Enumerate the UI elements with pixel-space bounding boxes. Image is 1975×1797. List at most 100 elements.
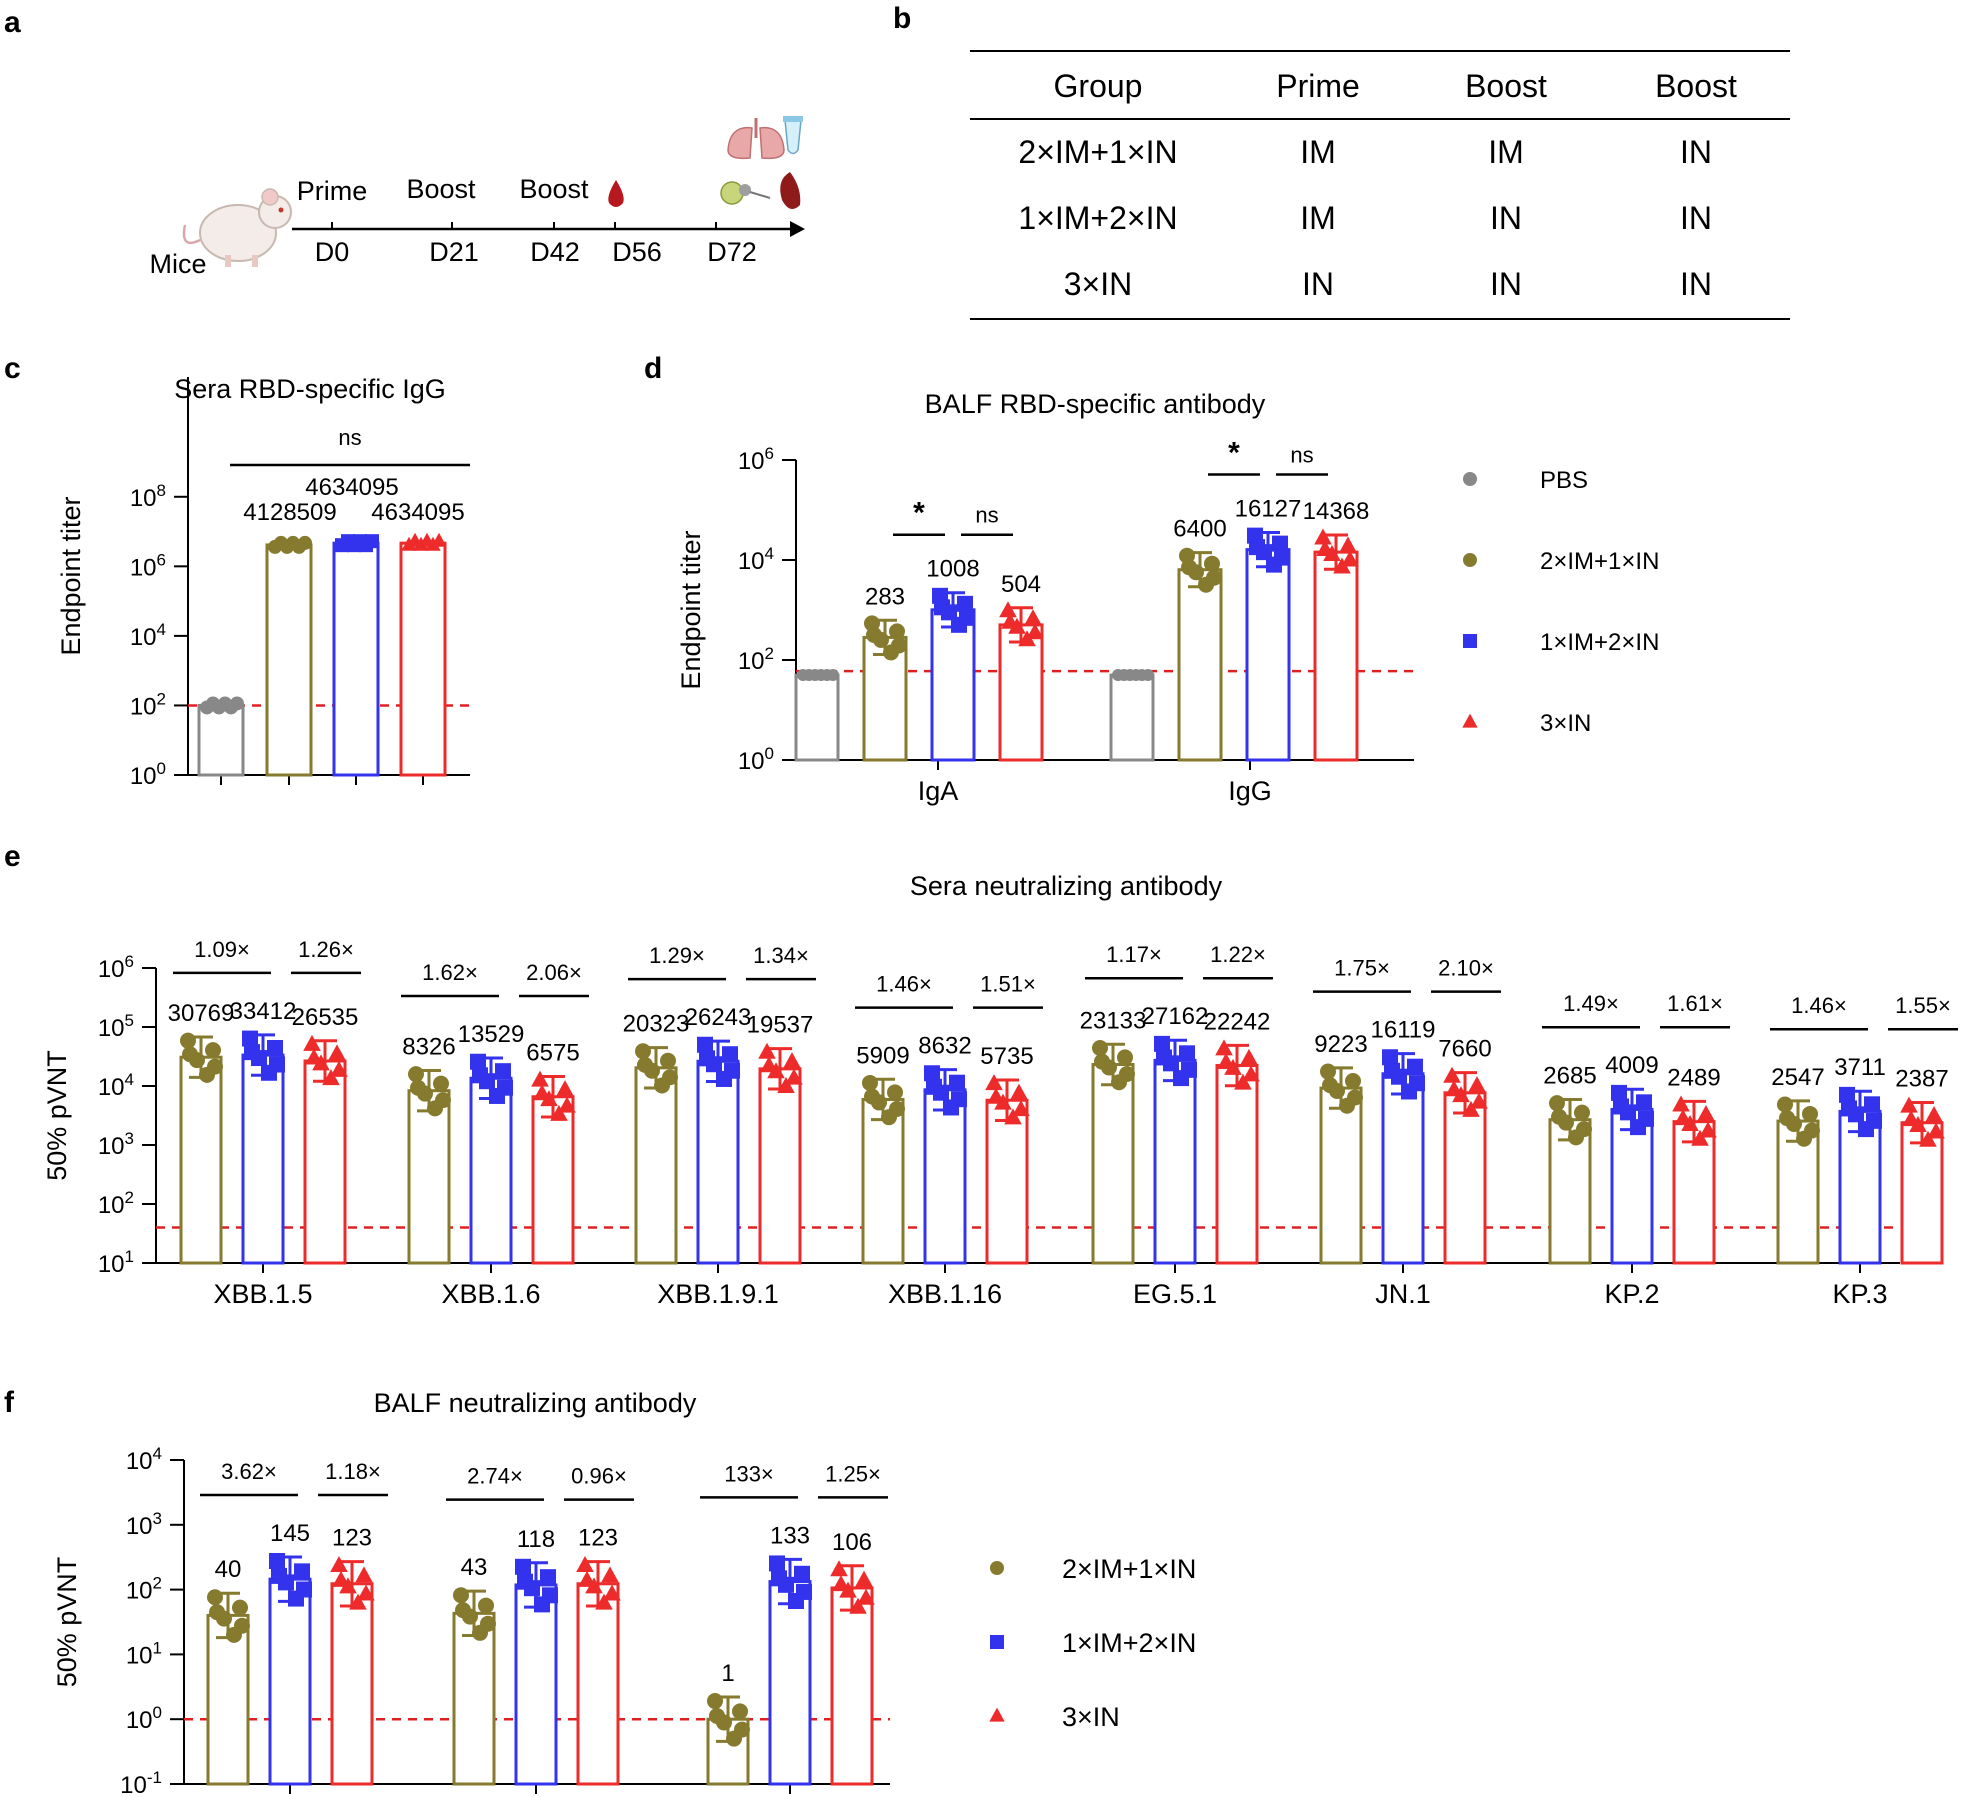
data-point [1339, 536, 1357, 553]
bar-group: 1 [706, 1660, 750, 1786]
bar [758, 1067, 802, 1265]
bar-group: 16119 [1371, 1017, 1435, 1265]
data-point [269, 1552, 285, 1569]
data-point [205, 1042, 221, 1059]
data-point [230, 696, 244, 711]
panel-letter-f: f [4, 1386, 15, 1419]
data-point [271, 1567, 287, 1584]
data-point [934, 599, 950, 616]
data-point [330, 1060, 348, 1077]
bar [332, 541, 380, 777]
y-tick-label: 102 [738, 644, 774, 675]
cell-icon [720, 181, 771, 205]
y-tick-label: 106 [98, 952, 134, 983]
data-point [1341, 550, 1359, 567]
data-point [827, 669, 839, 682]
data-point [889, 623, 905, 640]
panel-letter-c: c [4, 352, 21, 385]
fold-label: 1.22× [1210, 942, 1266, 967]
bar-group: 9223 [1314, 1031, 1368, 1265]
data-point [267, 1040, 283, 1057]
x-tick-label: XBB.1.9.1 [657, 1279, 779, 1309]
data-point [957, 595, 973, 612]
bar-group: 123 [576, 1525, 621, 1786]
data-point [1217, 1052, 1235, 1069]
bar-group: 145 [268, 1520, 312, 1786]
bar [407, 1089, 451, 1265]
data-point [849, 1597, 867, 1614]
bar-group [265, 535, 313, 777]
data-point [578, 1570, 596, 1587]
data-point [1316, 540, 1334, 557]
y-tick-label: 100 [738, 744, 774, 775]
fold-label: 1.75× [1334, 956, 1390, 981]
bar-group: 8632 [918, 1033, 972, 1265]
fold-label: 1.17× [1106, 942, 1162, 967]
data-point [288, 1590, 304, 1607]
blood-drop-icon [608, 180, 624, 207]
bar [696, 1059, 740, 1265]
data-point [1249, 539, 1265, 556]
data-point [1470, 1092, 1488, 1109]
data-point [760, 1056, 778, 1073]
data-point [943, 1099, 959, 1116]
data-label: 106 [832, 1529, 872, 1556]
data-point [489, 1087, 505, 1104]
x-tick-label: XBB.1.5 [213, 1279, 312, 1309]
data-point [558, 1096, 576, 1113]
data-label: 19537 [747, 1012, 814, 1039]
data-point [332, 1570, 350, 1587]
data-point [1179, 1045, 1195, 1062]
data-point [330, 1556, 348, 1573]
data-point [515, 1558, 531, 1575]
bar-group [197, 696, 245, 777]
timeline-day-21: D21 [429, 237, 479, 267]
tube-icon [783, 116, 803, 155]
bar [197, 703, 245, 777]
table-cell: 2×IM+1×IN [1018, 134, 1178, 170]
data-label: 5909 [856, 1042, 909, 1069]
data-point [1574, 1104, 1590, 1121]
bar [1381, 1072, 1425, 1265]
fold-label: 2.74× [467, 1464, 523, 1489]
bar-group: 133 [768, 1522, 812, 1786]
data-point [1691, 1129, 1709, 1146]
data-point [1204, 555, 1220, 572]
bar [241, 1053, 285, 1265]
x-tick-label: EG.5.1 [1133, 1279, 1217, 1309]
y-axis-label: 50% pVNT [42, 1050, 72, 1181]
data-label: 27162 [1142, 1003, 1209, 1030]
data-point [1636, 1094, 1652, 1111]
y-tick-label: 105 [98, 1011, 134, 1042]
data-point [1672, 1095, 1690, 1112]
fold-label: 1.25× [825, 1461, 881, 1486]
data-point [1839, 1086, 1855, 1103]
bar-group [332, 534, 380, 777]
bar-group: 19537 [747, 1012, 814, 1265]
fold-label: 1.26× [298, 937, 354, 962]
legend-label: 2×IM+1×IN [1062, 1554, 1196, 1584]
data-point [1802, 1105, 1818, 1122]
x-tick-label: IgA [918, 776, 959, 806]
fold-label: 2.06× [526, 960, 582, 985]
data-point [1919, 1130, 1937, 1147]
data-point [207, 1589, 223, 1606]
legend-marker [990, 1635, 1004, 1649]
panel-letter-e: e [4, 840, 21, 873]
data-point [924, 1065, 940, 1082]
bar [1109, 673, 1155, 762]
data-point [771, 1570, 787, 1587]
data-point [1902, 1110, 1920, 1127]
timeline-event-boost-2: Boost [519, 174, 589, 204]
data-point [1156, 1049, 1172, 1066]
data-point [1551, 1108, 1567, 1125]
data-point [926, 1078, 942, 1095]
bar [930, 608, 976, 762]
data-point [550, 1104, 568, 1121]
data-label: 2387 [1895, 1066, 1948, 1093]
bar-group [794, 669, 840, 762]
timeline-event-prime: Prime [297, 176, 368, 206]
bar [861, 1097, 905, 1265]
timeline-day-72: D72 [707, 237, 757, 267]
